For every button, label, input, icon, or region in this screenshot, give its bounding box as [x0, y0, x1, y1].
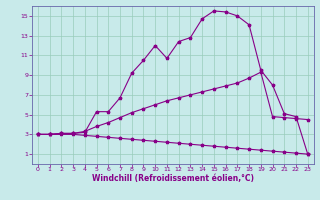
X-axis label: Windchill (Refroidissement éolien,°C): Windchill (Refroidissement éolien,°C) — [92, 174, 254, 183]
